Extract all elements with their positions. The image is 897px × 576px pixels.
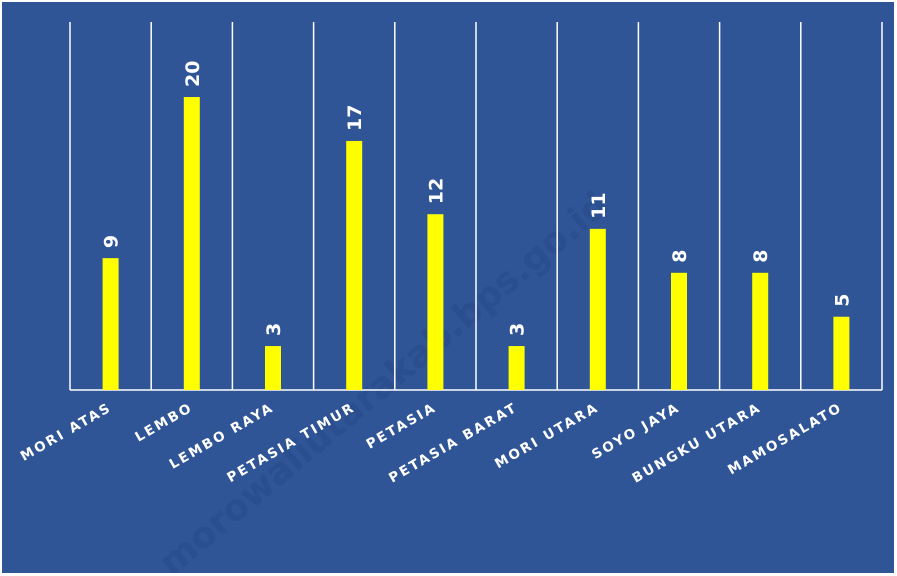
bar [183, 97, 200, 390]
data-label: 8 [750, 250, 772, 263]
data-label: 11 [588, 192, 610, 218]
tick-label: PETASIA BARAT [386, 400, 520, 487]
bars [102, 97, 850, 390]
watermark-text: morowaliutarakab.bps.go.id [151, 184, 616, 573]
bar [589, 228, 606, 390]
data-label: 12 [425, 178, 447, 204]
data-label: 9 [101, 235, 123, 248]
data-label: 8 [669, 250, 691, 263]
bar [508, 346, 525, 390]
bar [671, 272, 687, 390]
tick-label: LEMBO [132, 400, 195, 446]
bar [752, 272, 769, 390]
data-label: 3 [507, 323, 529, 336]
value-labels: 9 20 3 17 12 3 11 8 8 5 [101, 61, 854, 337]
data-label: 3 [263, 323, 285, 336]
bar [427, 214, 444, 390]
bar [346, 140, 363, 390]
bar [833, 316, 850, 390]
data-label: 5 [831, 294, 853, 307]
data-label: 17 [344, 104, 366, 130]
tick-label: BUNGKU UTARA [629, 400, 764, 487]
data-label: 20 [182, 61, 204, 87]
bar [265, 346, 281, 390]
tick-label: MORI ATAS [18, 400, 115, 465]
bar [102, 258, 119, 390]
grid-lines [69, 22, 883, 391]
